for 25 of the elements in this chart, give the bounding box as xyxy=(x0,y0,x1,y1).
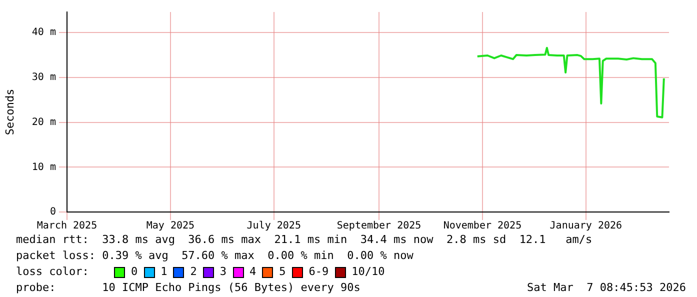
text: 0 xyxy=(131,264,138,280)
y-tick-label: 30 m xyxy=(32,72,56,84)
x-tick-label: March 2025 xyxy=(36,220,98,232)
y-tick-label: 0 xyxy=(50,206,56,218)
text: 1 xyxy=(160,264,168,280)
text: 10/10 xyxy=(352,264,385,280)
y-tick-label: 10 m xyxy=(32,162,56,173)
text: probe: 10 ICMP Echo Pings (56 Bytes) every 90s xyxy=(16,280,360,296)
x-tick-label: January 2026 xyxy=(550,220,622,232)
x-tick-label: May 2025 xyxy=(146,220,195,232)
y-tick-label: 20 m xyxy=(32,116,56,128)
y-tick-label: 40 m xyxy=(32,27,56,38)
text: median rtt: 33.8 ms avg 36.6 ms max 21.1 ms min 34.4 ms now 2.8 ms sd 12.1 am/s xyxy=(16,232,592,248)
text: 2 xyxy=(190,264,197,280)
x-tick-label: September 2025 xyxy=(336,220,422,232)
text: 6-9 xyxy=(308,264,329,280)
text: Sat Mar 7 08:45:53 2026 xyxy=(527,280,686,296)
text: 3 xyxy=(220,264,226,280)
y-axis-title: Seconds xyxy=(3,88,16,136)
text: 4 xyxy=(250,264,256,280)
text: loss color: xyxy=(16,264,90,280)
x-tick-label: November 2025 xyxy=(443,220,522,232)
text: 5 xyxy=(279,264,286,280)
x-tick-label: July 2025 xyxy=(246,220,301,232)
text: packet loss: 0.39 % avg 57.60 % max 0.00 % min 0.00 % now xyxy=(16,248,414,264)
